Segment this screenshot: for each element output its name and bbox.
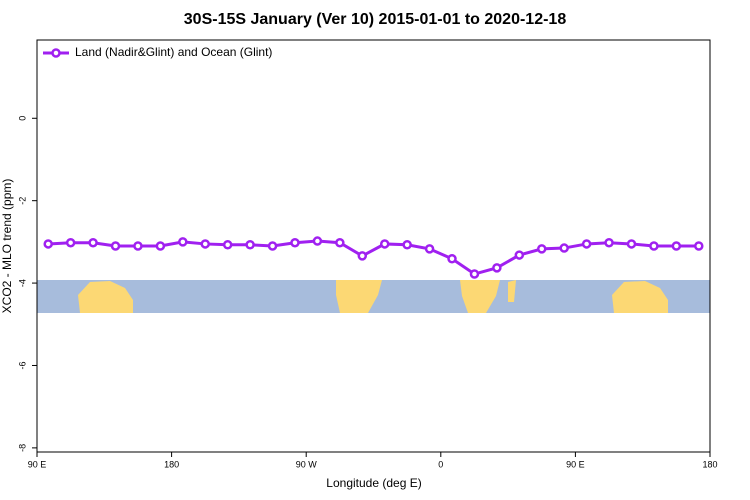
data-point [671,241,682,251]
plot-frame [36,39,711,453]
data-point [604,237,614,248]
data-point [581,239,592,249]
data-point [155,241,166,251]
y-tick-label: -4 [17,279,27,287]
data-point [267,241,278,251]
series-line [48,239,699,276]
data-point [110,241,121,251]
x-tick-label: 90 E [566,459,585,469]
data-point [492,263,502,273]
data-point [694,241,704,251]
data-point [379,239,390,249]
legend-marker [51,48,61,58]
map-strip [37,280,710,313]
y-tick-label: -2 [17,197,27,205]
data-point [43,239,53,249]
data-point [88,237,98,248]
legend-label: Land (Nadir&Glint) and Ocean (Glint) [75,45,272,59]
data-point [537,244,547,254]
y-tick-label: 0 [17,116,27,121]
data-point [222,240,233,250]
x-tick-label: 0 [438,459,443,469]
data-point [424,244,435,254]
data-point [245,240,255,250]
data-point [133,241,143,251]
data-point [178,237,188,247]
x-tick-label: 90 W [296,459,318,469]
data-point [649,241,659,251]
x-tick-label: 180 [702,459,717,469]
data-point [626,239,637,249]
chart-title: 30S-15S January (Ver 10) 2015-01-01 to 2… [184,11,567,28]
x-tick-label: 90 E [28,459,47,469]
data-point [447,254,457,264]
data-point [402,240,412,250]
y-tick-label: -6 [17,361,27,369]
x-tick-label: 180 [164,459,179,469]
data-point [335,237,345,248]
data-point [290,237,300,248]
data-point [469,269,480,279]
data-point [559,243,569,253]
data-point [312,236,323,246]
data-point [357,251,368,261]
data-point [65,237,76,248]
y-tick-label: -8 [17,444,27,452]
data-point [514,250,525,260]
data-point [200,239,210,249]
x-axis-label: Longitude (deg E) [326,476,421,490]
y-axis-label: XCO2 - MLO trend (ppm) [0,179,14,314]
